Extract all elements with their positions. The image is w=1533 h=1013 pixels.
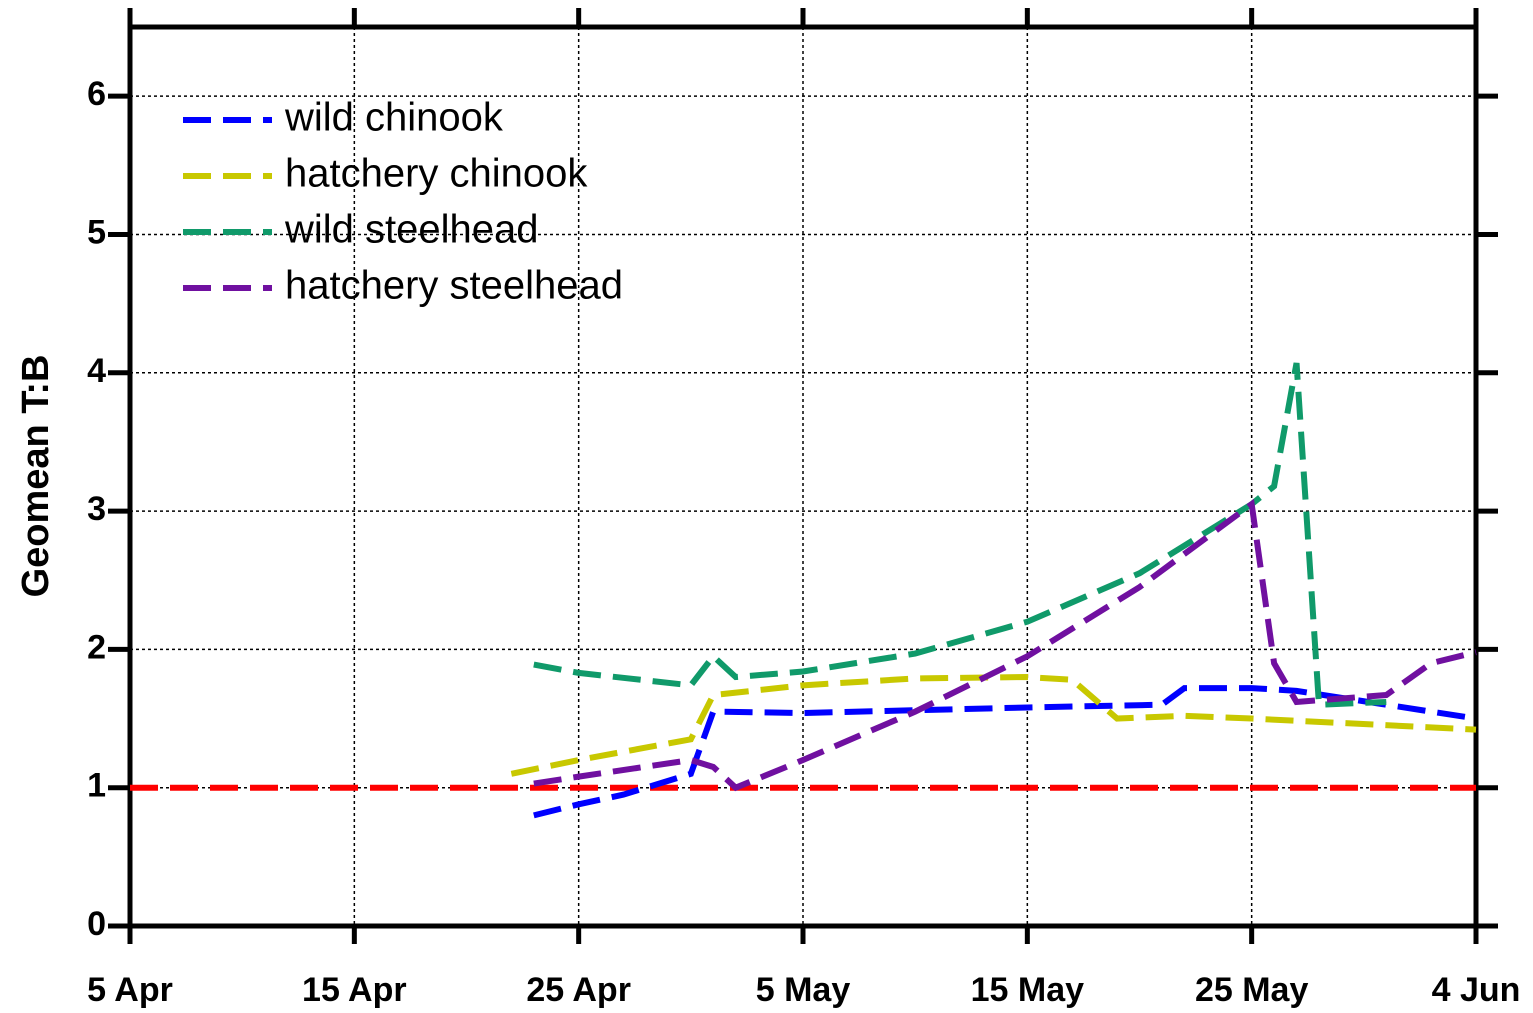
legend-label: wild chinook: [284, 96, 504, 140]
y-tick-label: 5: [87, 213, 106, 251]
legend-label: hatchery chinook: [285, 152, 588, 196]
y-tick-label: 3: [87, 490, 106, 528]
y-tick-label: 6: [87, 75, 106, 113]
x-tick-label: 5 May: [756, 971, 851, 1009]
x-tick-label: 15 Apr: [302, 971, 407, 1009]
y-tick-label: 2: [87, 628, 106, 666]
legend-label: wild steelhead: [284, 208, 539, 252]
x-tick-label: 25 Apr: [526, 971, 631, 1009]
y-tick-label: 1: [87, 767, 106, 805]
x-tick-label: 5 Apr: [87, 971, 173, 1009]
x-tick-label: 25 May: [1195, 971, 1308, 1009]
y-axis-label: Geomean T:B: [15, 355, 57, 598]
x-tick-label: 15 May: [971, 971, 1084, 1009]
y-tick-label: 4: [87, 352, 106, 390]
series-line: [533, 362, 1387, 708]
y-tick-label: 0: [87, 905, 106, 943]
x-tick-label: 4 Jun: [1432, 971, 1521, 1009]
legend-label: hatchery steelhead: [285, 264, 623, 308]
series-line: [533, 498, 1477, 792]
series-line: [510, 674, 1477, 777]
series-line: [533, 685, 1477, 819]
plot-frame: [127, 24, 1479, 929]
